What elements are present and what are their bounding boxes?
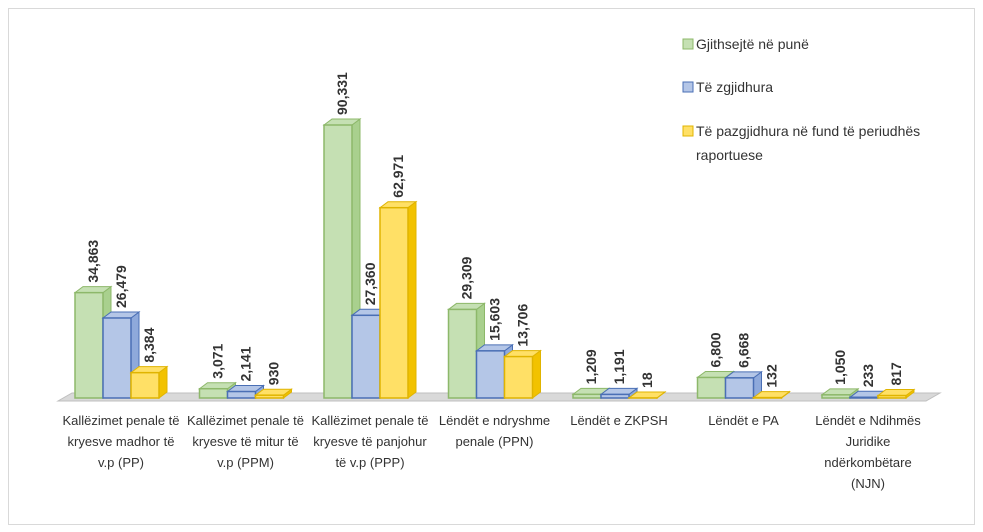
value-label: 34,863 [85, 240, 101, 283]
x-tick-label: Lëndët e PA [708, 413, 779, 428]
value-label: 2,141 [238, 346, 254, 381]
bar-side [532, 349, 541, 399]
value-label: 62,971 [390, 155, 406, 198]
bar-front [226, 390, 257, 399]
bar-front [475, 350, 506, 399]
value-label: 27,360 [362, 262, 378, 305]
value-label: 15,603 [487, 298, 503, 341]
bar-front [74, 291, 104, 399]
legend-label: Të zgjidhura [696, 79, 774, 95]
x-tick-label: Lëndët e ndryshme penale (PPN) [438, 413, 551, 449]
bar [503, 349, 542, 399]
bar [627, 390, 667, 399]
x-tick-label: Lëndët e ZKPSH [570, 413, 668, 428]
bar [322, 118, 362, 399]
legend-swatch [682, 125, 694, 137]
bar-side [407, 200, 417, 399]
x-tick-label: Lëndët e Ndihmës Juridike ndërkombëtare … [815, 413, 921, 491]
bar [101, 310, 141, 399]
bar-front [724, 377, 755, 399]
x-tick-label: Kallëzimet penale të kryesve madhor të v… [62, 413, 180, 470]
value-label: 233 [860, 364, 876, 388]
bar-front [351, 314, 381, 399]
bar-front [447, 308, 478, 399]
bar-front [877, 394, 907, 399]
bar [254, 388, 293, 399]
bar-front [696, 376, 727, 399]
legend-label: Gjithsejtë në punë [696, 36, 809, 52]
bar [876, 388, 916, 399]
bar-front [102, 317, 132, 399]
bar [752, 390, 791, 399]
value-label: 6,800 [708, 332, 724, 367]
bar [129, 365, 169, 399]
bar-front [130, 371, 160, 399]
value-label: 8,384 [141, 327, 157, 362]
value-label: 13,706 [515, 304, 531, 347]
x-tick-label: Kallëzimet penale të kryesve të panjohur… [311, 413, 429, 470]
value-label: 18 [639, 372, 655, 388]
bar-front [254, 394, 285, 399]
bar [724, 370, 763, 399]
bar-front [849, 396, 879, 399]
bar [378, 200, 418, 399]
value-label: 1,209 [583, 349, 599, 384]
bar-front [600, 393, 630, 399]
x-tick-label: Kallëzimet penale të kryesve të mitur të… [186, 413, 305, 470]
bar-front [323, 124, 353, 399]
bar-front [379, 206, 409, 399]
bar-front [821, 394, 851, 399]
bar-front [572, 393, 602, 399]
value-label: 817 [888, 362, 904, 386]
value-label: 26,479 [113, 265, 129, 308]
legend-label: Të pazgjidhura në fund të periudhës rapo… [696, 123, 921, 163]
value-label: 1,191 [611, 349, 627, 384]
value-label: 930 [266, 362, 282, 386]
legend-swatch [682, 38, 694, 50]
legend-swatch [682, 81, 694, 93]
value-label: 6,668 [736, 333, 752, 368]
value-label: 29,309 [459, 256, 475, 299]
value-label: 1,050 [832, 350, 848, 385]
value-label: 132 [764, 364, 780, 388]
bar-front [503, 355, 534, 399]
value-label: 3,071 [210, 343, 226, 378]
chart-frame [8, 8, 975, 525]
bar-front [198, 387, 229, 399]
value-label: 90,331 [334, 72, 350, 115]
